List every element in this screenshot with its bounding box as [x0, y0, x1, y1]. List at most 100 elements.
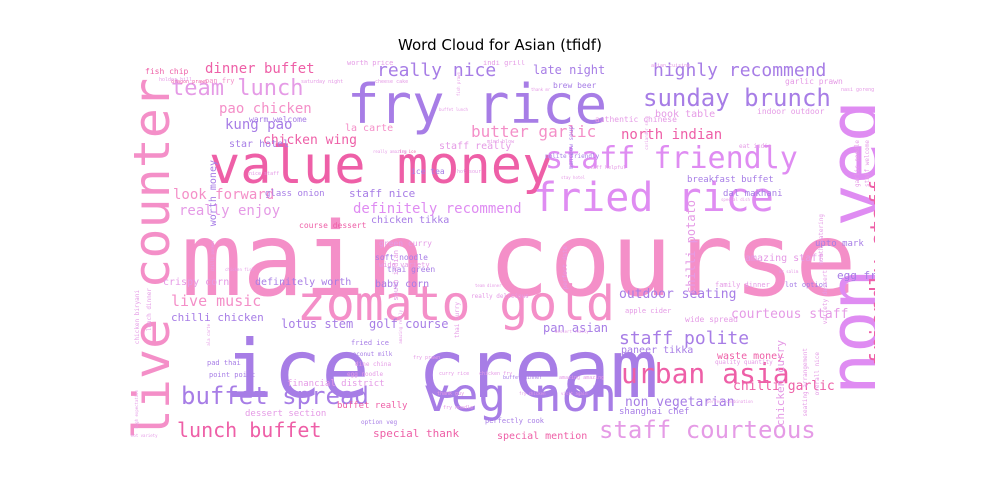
- word-asian-cuisine: asian cuisine: [651, 63, 691, 69]
- word-really-nice: really nice: [377, 60, 497, 81]
- word-fry-chicken: fry chicken: [519, 391, 546, 396]
- word-garlic-noodle: garlic noodle: [854, 140, 861, 187]
- word-really-amazing: really amazing: [373, 149, 407, 154]
- word-urban-asia: urban asia: [621, 357, 790, 390]
- word-staff-helpful: staff helpful: [587, 165, 627, 171]
- word-lunch-dinner: lunch dinner: [146, 288, 153, 332]
- word-definitely-recommend: definitely recommend: [353, 201, 522, 217]
- word-green-curry: green curry: [379, 239, 432, 248]
- word-live-music: live music: [171, 292, 262, 310]
- word-fry-ice: fry ice: [399, 149, 416, 154]
- word-thank-mr: thank mr: [531, 87, 551, 92]
- word-staff-friendly: staff friendly: [545, 141, 798, 176]
- word-paneer-tikka: paneer tikka: [621, 345, 694, 356]
- word-warm-welcome: warm welcome: [249, 115, 307, 124]
- word-zomato-gold: zomato gold: [297, 276, 615, 332]
- word-lotus-stem: lotus stem: [281, 317, 354, 331]
- word-ala-carte: ala carte: [206, 324, 211, 346]
- word-cheese-cake: cheese cake: [375, 79, 409, 85]
- word-perfectly-cook: perfectly cook: [485, 417, 545, 425]
- word-late-night: late night: [533, 63, 606, 77]
- word-chicken-tikka: chicken tikka: [371, 215, 450, 226]
- word-thank-guy: thank guy: [437, 391, 465, 397]
- word-buffet-dinner: buffet dinner: [503, 375, 543, 381]
- word-stay-hotel: stay hotel: [561, 175, 586, 180]
- word-polite-friendly: polite friendly: [545, 153, 600, 160]
- word-south-indian: south indian: [392, 250, 400, 301]
- word-perfect-combination: perfect combination: [707, 399, 753, 404]
- word-hot-sour: hot sour: [457, 169, 482, 175]
- word-chilli-chicken: chilli chicken: [171, 311, 264, 324]
- word-curry-rice: curry rice: [439, 371, 470, 377]
- word-upto-mark: upto mark: [815, 239, 864, 249]
- word-option-veg: option veg: [361, 419, 398, 426]
- word-dessert-section: dessert section: [245, 409, 327, 419]
- word-coconut-milk: coconut milk: [349, 351, 393, 358]
- word-dine-china: dine china: [355, 361, 392, 368]
- word-wide-variety: wide variety: [379, 261, 430, 269]
- word-baby-corn: baby corn: [375, 279, 430, 290]
- word-ice-cream: ice cream: [225, 323, 659, 416]
- word-team-dinner: team dinner: [475, 283, 502, 288]
- word-dragon-prawn: dragon prawn: [171, 79, 208, 85]
- word-special-mention: special mention: [497, 431, 588, 442]
- word-really-delicious: really delicious: [471, 293, 529, 300]
- word-courteous-staff: courteous staff: [731, 307, 849, 322]
- word-fish-prawn: fish prawn: [456, 72, 461, 97]
- word-value-money: value money: [209, 136, 554, 196]
- word-chicken-biryani: chicken biryani: [134, 290, 141, 345]
- word-buffet-lunch: buffet lunch: [439, 107, 468, 112]
- word-worth-money: worth money: [208, 160, 219, 227]
- word-mind-blow: mind blow: [487, 139, 515, 145]
- word-breakfast-buffet: breakfast buffet: [687, 175, 774, 185]
- word-indoor-outdoor: indoor outdoor: [757, 107, 825, 116]
- word-course-dessert: course dessert: [299, 221, 367, 230]
- word-pao-chicken: pao chicken: [219, 101, 312, 117]
- word-financial-district: financial district: [287, 379, 385, 389]
- word-eat-india: eat india: [739, 143, 772, 150]
- word-garlic-prawn: garlic prawn: [785, 77, 843, 86]
- word-outdoor-seating: outdoor seating: [619, 287, 737, 302]
- word-apple-cider: apple cider: [625, 307, 672, 315]
- word-staff-welcome: staff welcome: [864, 140, 871, 187]
- word-kung-pao: kung pao: [225, 117, 293, 133]
- word-manchow-soup: manchow soup: [568, 126, 575, 170]
- word-overall-nice: overall nice: [814, 352, 821, 396]
- word-seating-arrangement: seating arrangement: [802, 348, 809, 417]
- word-really-enjoy: really enjoy: [179, 203, 281, 219]
- word-buffet-spread: buffet spread: [181, 382, 369, 410]
- word-mouth-watering: mouth watering: [818, 214, 825, 265]
- word-non-vegetarian: non vegetarian: [625, 395, 735, 410]
- word-look-forward: look forward: [173, 187, 275, 203]
- word-chicken-curry: chicken curry: [774, 340, 787, 427]
- word-perfect-date: perfect date: [562, 246, 569, 290]
- word-dal-makhani: dal makhani: [723, 189, 783, 199]
- word-chicken-fish: chicken fish: [225, 267, 254, 272]
- word-amazing-staff: amazing staff: [745, 253, 824, 264]
- word-glass-onion: glass onion: [265, 189, 325, 199]
- word-buffet-really: buffet really: [337, 401, 408, 411]
- word-dinner-buffet: dinner buffet: [205, 61, 315, 77]
- word-chilli-garlic: chilli garlic: [733, 379, 835, 394]
- word-veg-non: veg non: [423, 368, 617, 422]
- word-indi-grill: indi grill: [483, 60, 526, 67]
- word-main-course: main course: [181, 201, 857, 320]
- chart-title: Word Cloud for Asian (tfidf): [398, 36, 602, 54]
- word-pan-fry: pan fry: [205, 77, 235, 85]
- word-fry-prawn: fry prawn: [413, 355, 441, 361]
- word-book-table: book table: [655, 109, 716, 120]
- word-pan-asian: pan asian: [543, 321, 609, 335]
- word-waste-money: waste money: [717, 351, 784, 362]
- word-dessert-really: dessert really: [555, 329, 589, 334]
- word-butter-garlic: butter garlic: [471, 122, 597, 141]
- word-egg-noodle: egg noodle: [347, 371, 384, 378]
- word-sunday-brunch: sunday brunch: [643, 84, 831, 112]
- word-coriander-soup: coriander soup: [644, 116, 649, 150]
- word-nasi-goreng: nasi goreng: [841, 87, 875, 93]
- word-chilli-potato: chilli potato: [684, 200, 698, 294]
- word-quality-quantity: quality quantity: [715, 359, 773, 366]
- word-variety-dessert: variety dessert: [822, 270, 829, 325]
- word-thai-green: thai green: [387, 265, 436, 274]
- word-amazing-amazing: amazing amazing: [559, 375, 605, 381]
- word-cloud: main course ice cream non veg value money fr…: [125, 60, 875, 450]
